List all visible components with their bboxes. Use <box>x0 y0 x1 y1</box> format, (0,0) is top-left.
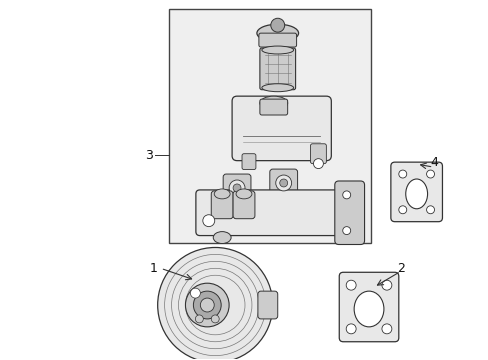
Circle shape <box>426 206 434 214</box>
FancyBboxPatch shape <box>310 144 325 164</box>
Ellipse shape <box>262 46 293 54</box>
FancyBboxPatch shape <box>232 96 331 161</box>
Circle shape <box>203 215 214 227</box>
Circle shape <box>346 324 355 334</box>
Circle shape <box>270 18 284 32</box>
Ellipse shape <box>262 84 293 92</box>
Ellipse shape <box>405 179 427 209</box>
Circle shape <box>193 291 221 319</box>
FancyBboxPatch shape <box>269 169 297 197</box>
Ellipse shape <box>213 231 231 243</box>
FancyBboxPatch shape <box>257 291 277 319</box>
Circle shape <box>381 324 391 334</box>
FancyBboxPatch shape <box>211 191 233 219</box>
FancyBboxPatch shape <box>223 174 250 202</box>
Circle shape <box>313 159 323 168</box>
FancyBboxPatch shape <box>258 33 296 47</box>
Circle shape <box>398 206 406 214</box>
Circle shape <box>346 280 355 290</box>
FancyBboxPatch shape <box>259 99 287 115</box>
FancyBboxPatch shape <box>233 191 254 219</box>
Circle shape <box>279 179 287 187</box>
FancyBboxPatch shape <box>334 181 364 244</box>
Text: 3: 3 <box>144 149 152 162</box>
Text: 2: 2 <box>396 262 404 275</box>
Circle shape <box>200 298 214 312</box>
Ellipse shape <box>236 189 251 199</box>
Circle shape <box>342 227 350 235</box>
FancyBboxPatch shape <box>339 272 398 342</box>
Circle shape <box>275 175 291 191</box>
FancyBboxPatch shape <box>390 162 442 222</box>
Circle shape <box>185 283 229 327</box>
Circle shape <box>229 180 244 196</box>
Ellipse shape <box>256 24 298 42</box>
Circle shape <box>195 315 203 323</box>
Text: 4: 4 <box>429 156 438 168</box>
Ellipse shape <box>353 291 383 327</box>
FancyBboxPatch shape <box>242 154 255 170</box>
Bar <box>168 9 370 243</box>
Circle shape <box>190 288 200 298</box>
Ellipse shape <box>259 96 287 110</box>
FancyBboxPatch shape <box>196 190 347 235</box>
Circle shape <box>398 170 406 178</box>
Circle shape <box>342 191 350 199</box>
FancyBboxPatch shape <box>259 48 295 90</box>
Circle shape <box>233 184 241 192</box>
Circle shape <box>211 315 219 323</box>
Ellipse shape <box>214 189 230 199</box>
Circle shape <box>381 280 391 290</box>
Text: 1: 1 <box>149 262 157 275</box>
Circle shape <box>426 170 434 178</box>
Circle shape <box>157 247 272 360</box>
